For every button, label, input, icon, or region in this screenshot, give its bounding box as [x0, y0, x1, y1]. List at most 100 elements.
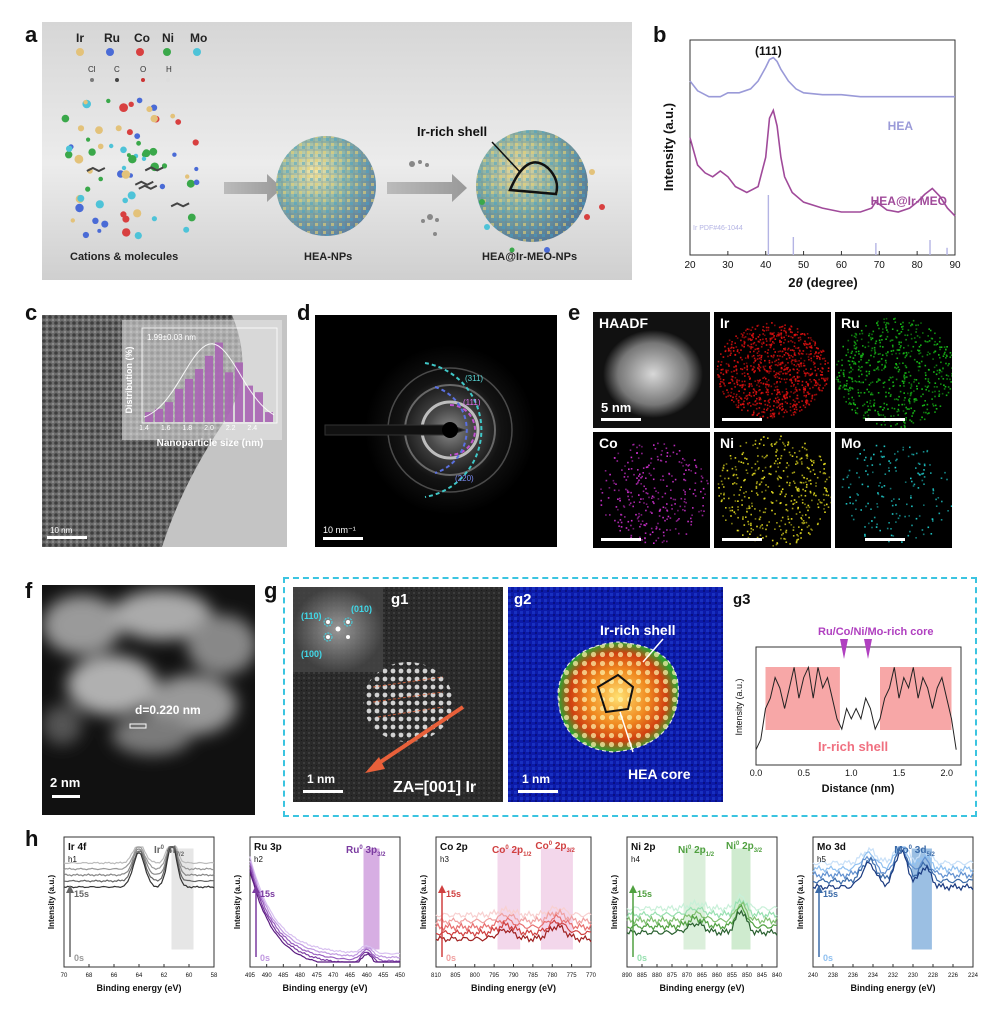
eds-map-ru: Ru [835, 312, 952, 428]
g2-shell-label: Ir-rich shell [600, 622, 675, 638]
core-arrow-2-icon [864, 639, 872, 659]
histogram-bars [145, 342, 273, 422]
cation-atom [101, 220, 109, 228]
xps-h2-ru3p: 495 490 485 480 475 470 465 460 455 450 Binding en… [228, 832, 408, 1007]
cation-atom [150, 114, 158, 123]
histogram-bar [175, 388, 183, 422]
xps-spectrum-line [812, 846, 974, 867]
label-cations-molecules: Cations & molecules [70, 251, 178, 263]
cation-atom [77, 194, 85, 202]
xps-spectrum-line [63, 846, 215, 889]
precursor-molecules-icon [409, 160, 439, 236]
element-label-co: Co [134, 31, 150, 45]
g3-shell-annotation: Ir-rich shell [818, 739, 888, 754]
panel-label-b: b [653, 22, 667, 47]
eds-label-ni: Ni [720, 435, 734, 451]
shell-region [765, 667, 840, 730]
xps-spectrum-line [626, 904, 778, 932]
panel-label-c: c [25, 300, 38, 325]
xps-sub-id: h4 [631, 855, 640, 864]
xps-tick-label: 232 [888, 973, 899, 979]
cation-atom [194, 166, 199, 172]
xps-tick-label: 770 [586, 973, 597, 979]
histogram-bar [165, 402, 173, 422]
element-label-ir: Ir [76, 31, 84, 45]
arrow-2-icon [387, 174, 467, 202]
panel-f-haadf-image: d=0.220 nm 2 nm [42, 585, 255, 815]
xps-tick-label: 70 [61, 973, 68, 979]
histogram-bar [245, 385, 253, 422]
xps-tick-label: 460 [362, 973, 373, 979]
cation-atom [122, 197, 128, 204]
xrd-x-tick-label: 20 [684, 260, 696, 271]
xrd-reference-lines [767, 195, 948, 255]
cation-atom [109, 143, 114, 149]
cation-atom [183, 226, 190, 233]
xps-spectrum-line [63, 846, 214, 883]
xps-tick-label: 890 [622, 973, 633, 979]
xps-tick-label: 780 [547, 973, 558, 979]
xps-spectrum-line [435, 905, 592, 920]
xps-tick-label: 68 [86, 973, 93, 979]
xps-time-bottom: 0s [637, 953, 647, 963]
xps-title: Ru 3p [254, 842, 282, 853]
label-hea-ir-meo-nps: HEA@Ir-MEO-NPs [482, 251, 577, 263]
eds-label-mo: Mo [841, 435, 862, 451]
xps-spectrum-line [626, 901, 778, 926]
cation-atom [97, 143, 104, 150]
xps-h1-ir4f: 70 68 66 64 62 60 58 Binding energy (eV) Intensi… [42, 832, 222, 1007]
g2-scale-bar [518, 790, 558, 793]
eds-scale-bar [601, 418, 641, 421]
xps-tick-label: 58 [211, 973, 218, 979]
eds-scale-bar-ni [722, 538, 762, 541]
ligand-molecule-icon [134, 180, 154, 186]
histogram-x-label: Nanoparticle size (nm) [157, 438, 264, 449]
xrd-x-tick-label: 80 [912, 260, 924, 271]
xps-title: Ir 4f [68, 842, 87, 853]
element-label-mo: Mo [190, 31, 207, 45]
eds-map-ni: Ni [714, 432, 831, 548]
xrd-x-tick-label: 60 [836, 260, 848, 271]
histogram-bar [205, 355, 213, 422]
g1-scale-label: 1 nm [307, 772, 335, 786]
xps-tick-label: 870 [682, 973, 693, 979]
cation-atom [161, 163, 168, 169]
eds-label-ir: Ir [720, 315, 730, 331]
zone-axis-label: ZA=[001] Ir [393, 779, 476, 796]
panel-label-g: g [264, 578, 278, 603]
xps-peak-region [731, 848, 751, 950]
panel-g-frame [283, 577, 977, 817]
xps-spectrum-line [812, 846, 974, 881]
xps-time-top: 15s [823, 889, 838, 899]
xps-spectrum-line [812, 846, 974, 874]
cation-atom [120, 146, 127, 154]
xps-spectrum-line [626, 892, 778, 914]
xps-peak-label: Co0 2p3/2 [535, 841, 575, 854]
g3-x-ticks: 0.0 0.5 1.0 1.5 2.0 [750, 768, 953, 778]
cation-atom [88, 148, 96, 156]
arrow-1-icon [224, 174, 282, 202]
g2-sublabel: g2 [514, 591, 532, 608]
ligand-molecule-icon [138, 184, 158, 190]
xps-spectrum-line [249, 870, 400, 963]
g3-sublabel: g3 [733, 591, 751, 608]
ligand-label-o: O [140, 65, 146, 74]
xrd-x-ticks: 20 30 40 50 60 70 80 90 [684, 251, 961, 271]
saed-ring-111 [449, 404, 476, 456]
g3-highlight-regions [765, 667, 952, 730]
atomic-lattice [363, 662, 453, 742]
eds-map-ir: Ir [714, 312, 831, 428]
eds-label-ru: Ru [841, 315, 860, 331]
cation-atom [121, 165, 127, 171]
xps-time-bottom: 0s [446, 953, 456, 963]
xps-tick-label: 470 [328, 973, 339, 979]
xps-time-bottom: 0s [823, 953, 833, 963]
xps-spectrum-line [812, 848, 974, 892]
cation-atom [136, 140, 141, 146]
eds-map-haadf: HAADF 5 nm [593, 312, 710, 428]
cation-atom [175, 119, 182, 125]
xps-spectrum-line [63, 846, 215, 877]
xps-peak-label: Ru0 3p3/2 [346, 845, 386, 858]
xps-time-top: 15s [74, 889, 89, 899]
histogram-bar [155, 408, 163, 422]
